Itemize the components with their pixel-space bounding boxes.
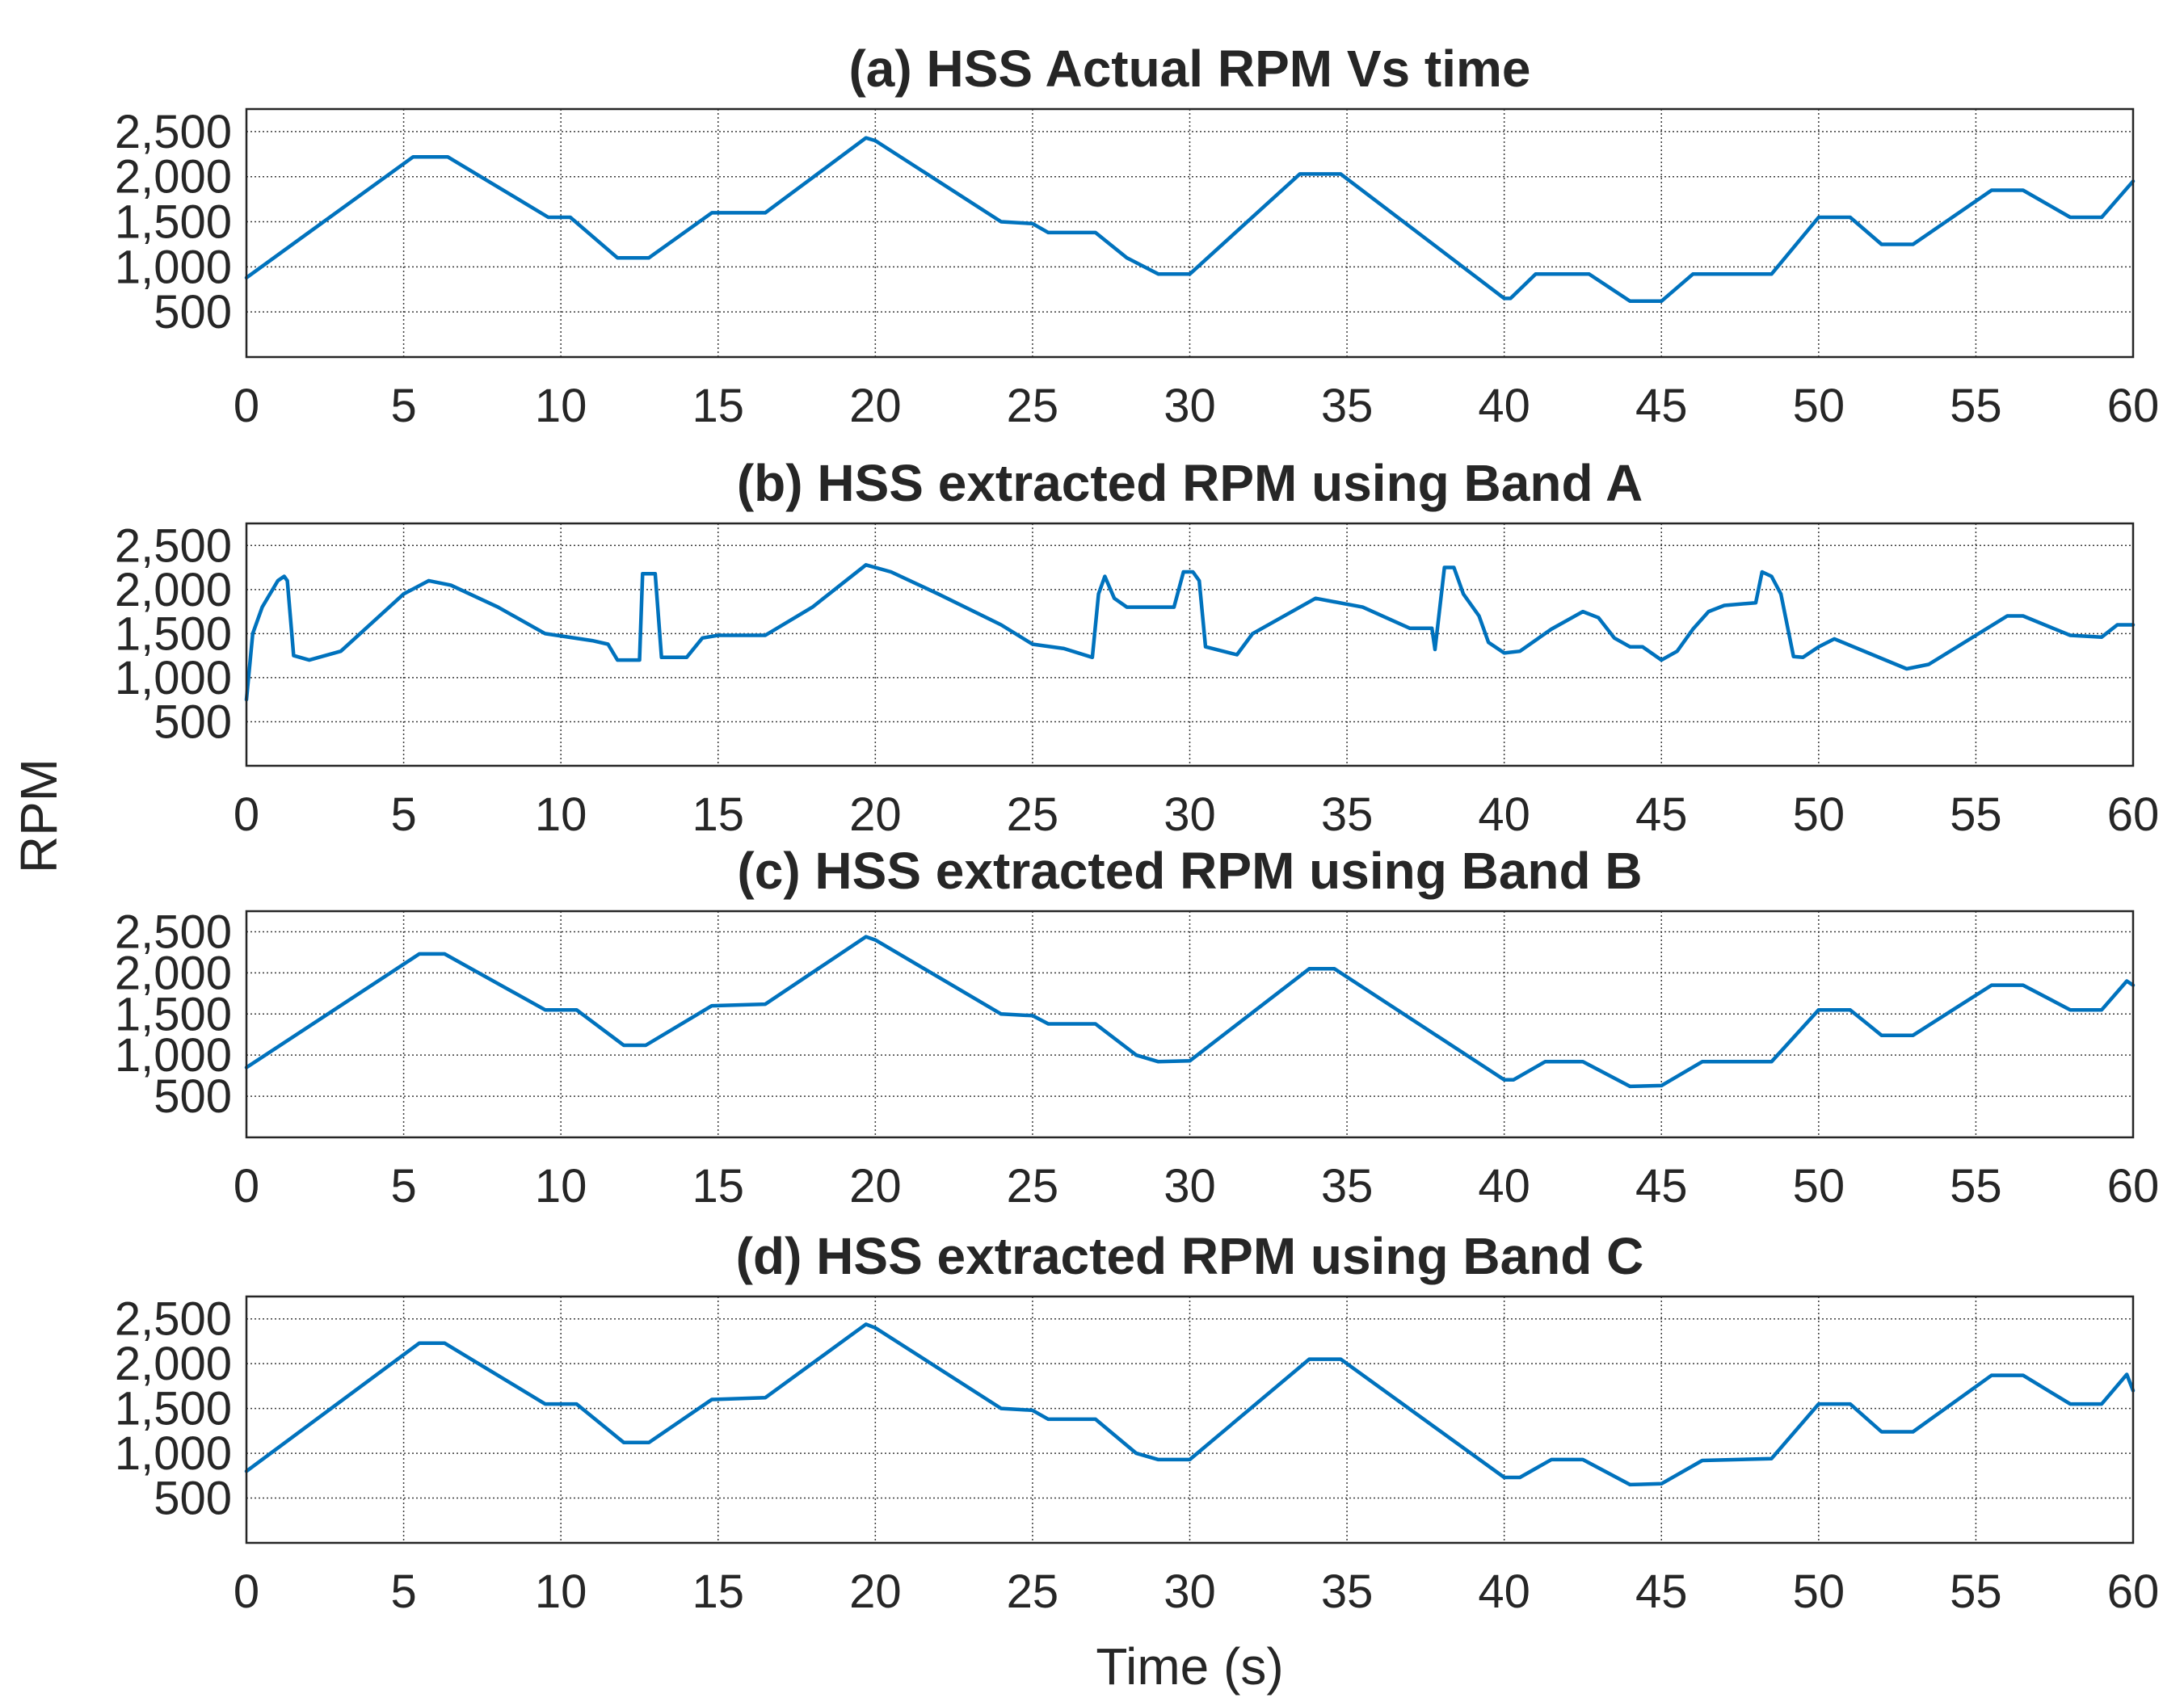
x-tick-label: 45 (1635, 380, 1688, 432)
y-axis-label: RPM (10, 759, 68, 873)
x-tick-label: 25 (1007, 1160, 1059, 1212)
panel-title: (b) HSS extracted RPM using Band A (737, 454, 1643, 512)
x-tick-label: 5 (390, 788, 416, 841)
x-tick-label: 50 (1793, 1160, 1845, 1212)
x-tick-label: 15 (692, 380, 744, 432)
x-tick-label: 35 (1321, 1160, 1374, 1212)
x-tick-label: 55 (1950, 380, 2002, 432)
x-tick-label: 60 (2107, 1160, 2160, 1212)
x-tick-label: 50 (1793, 788, 1845, 841)
x-tick-label: 15 (692, 1160, 744, 1212)
series-line (244, 935, 2136, 1089)
x-tick-label: 40 (1478, 1565, 1530, 1618)
axes-box (245, 522, 2135, 767)
x-tick-label: 0 (234, 788, 259, 841)
chart-panel-1: 0 5 10 15 20 25 30 35 40 45 50 55 60 5001,0001,5002,0… (115, 40, 2159, 432)
y-tick-label: 500 (154, 1473, 232, 1525)
panel-title: (a) HSS Actual RPM Vs time (848, 40, 1530, 98)
series-line (244, 1322, 2136, 1487)
y-tick-label: 2,000 (115, 947, 232, 999)
y-tick-label: 2,000 (115, 151, 232, 204)
x-tick-label: 20 (849, 788, 902, 841)
x-tick-label: 50 (1793, 380, 1845, 432)
x-tick-label: 45 (1635, 1160, 1688, 1212)
y-tick-label: 1,500 (115, 607, 232, 660)
chart-panels: 0 5 10 15 20 25 30 35 40 45 50 55 605001,0001,5002,0… (115, 40, 2159, 1696)
y-tick-label: 2,000 (115, 564, 232, 616)
y-tick-label: 500 (154, 286, 232, 338)
y-tick-label: 500 (154, 1070, 232, 1123)
y-tick-label: 1,500 (115, 1383, 232, 1435)
y-tick-label: 2,500 (115, 1293, 232, 1346)
x-tick-label: 35 (1321, 380, 1374, 432)
x-tick-label: 60 (2107, 380, 2160, 432)
x-tick-label: 50 (1793, 1565, 1845, 1618)
x-tick-label: 25 (1007, 1565, 1059, 1618)
x-tick-label: 25 (1007, 788, 1059, 841)
x-tick-label: 15 (692, 1565, 744, 1618)
x-tick-label: 40 (1478, 380, 1530, 432)
chart-panel-4: 0 5 10 15 20 25 30 35 40 45 50 55 60 5001,0001,5002,0… (115, 1227, 2159, 1696)
panel-title: (c) HSS extracted RPM using Band B (737, 842, 1642, 900)
y-tick-label: 2,500 (115, 106, 232, 158)
y-tick-label: 2,500 (115, 906, 232, 958)
x-tick-label: 55 (1950, 788, 2002, 841)
x-tick-label: 10 (535, 788, 587, 841)
y-tick-label: 2,500 (115, 519, 232, 572)
y-tick-label: 1,000 (115, 1029, 232, 1082)
x-tick-label: 40 (1478, 1160, 1530, 1212)
x-tick-label: 10 (535, 1160, 587, 1212)
x-tick-label: 40 (1478, 788, 1530, 841)
x-tick-label: 30 (1164, 788, 1216, 841)
chart-panel-3: 0 5 10 15 20 25 30 35 40 45 50 55 60 5001,0001,5002,0… (115, 842, 2159, 1212)
axes-box (245, 910, 2135, 1139)
x-tick-label: 0 (234, 1160, 259, 1212)
x-axis-label: Time (s) (1096, 1637, 1283, 1696)
y-tick-label: 1,000 (115, 652, 232, 704)
x-tick-label: 35 (1321, 1565, 1374, 1618)
x-tick-label: 5 (390, 1565, 416, 1618)
axes-box (245, 1295, 2135, 1544)
y-tick-label: 1,000 (115, 1427, 232, 1480)
x-tick-label: 45 (1635, 788, 1688, 841)
x-tick-label: 15 (692, 788, 744, 841)
y-tick-label: 1,500 (115, 988, 232, 1040)
x-tick-label: 10 (535, 380, 587, 432)
x-tick-label: 30 (1164, 1565, 1216, 1618)
y-tick-label: 1,000 (115, 241, 232, 293)
x-tick-label: 0 (234, 1565, 259, 1618)
x-tick-label: 10 (535, 1565, 587, 1618)
x-tick-label: 25 (1007, 380, 1059, 432)
x-tick-label: 5 (390, 380, 416, 432)
x-tick-label: 0 (234, 380, 259, 432)
x-tick-label: 60 (2107, 788, 2160, 841)
panel-title: (d) HSS extracted RPM using Band C (736, 1227, 1644, 1285)
x-tick-label: 55 (1950, 1565, 2002, 1618)
x-tick-label: 20 (849, 1565, 902, 1618)
x-tick-label: 20 (849, 380, 902, 432)
chart-panel-2: 0 5 10 15 20 25 30 35 40 45 50 55 60 5001,0001,5002,0… (115, 454, 2159, 841)
series-line (244, 136, 2136, 304)
x-tick-label: 35 (1321, 788, 1374, 841)
axes-box (245, 107, 2135, 359)
y-tick-label: 2,000 (115, 1338, 232, 1390)
series-line (244, 563, 2136, 702)
x-tick-label: 20 (849, 1160, 902, 1212)
x-tick-label: 55 (1950, 1160, 2002, 1212)
x-tick-label: 30 (1164, 380, 1216, 432)
x-tick-label: 30 (1164, 1160, 1216, 1212)
x-tick-label: 45 (1635, 1565, 1688, 1618)
x-tick-label: 60 (2107, 1565, 2160, 1618)
x-tick-label: 5 (390, 1160, 416, 1212)
y-tick-label: 1,500 (115, 196, 232, 249)
y-tick-label: 500 (154, 696, 232, 748)
